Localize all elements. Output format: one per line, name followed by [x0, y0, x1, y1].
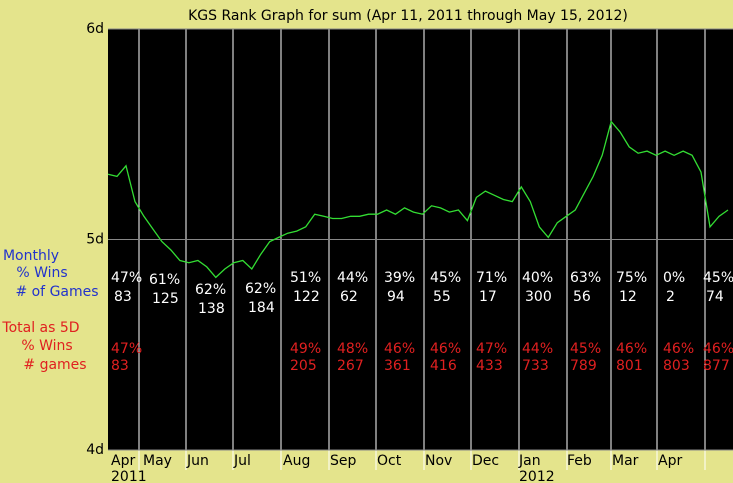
legend-total: Total as 5D	[1, 320, 79, 336]
y-tick-label: 6d	[86, 21, 104, 37]
total-games: 803	[663, 358, 690, 374]
monthly-games: 300	[525, 289, 552, 305]
y-tick-label: 4d	[86, 442, 104, 458]
total-games: 801	[616, 358, 643, 374]
total-wins: 47%	[111, 341, 142, 357]
total-wins: 45%	[570, 341, 601, 357]
total-games: 267	[337, 358, 364, 374]
x-tick-label: Dec	[472, 453, 499, 469]
monthly-games: 138	[198, 301, 225, 317]
monthly-games: 83	[114, 289, 132, 305]
x-tick-label: Mar	[612, 453, 639, 469]
x-tick-label: Nov	[425, 453, 452, 469]
total-games: 83	[111, 358, 129, 374]
x-tick-label: May	[143, 453, 172, 469]
rank-line	[107, 120, 729, 279]
x-tick-label: Sep	[330, 453, 357, 469]
total-games: 733	[522, 358, 549, 374]
legend-monthly-wins: % Wins	[16, 265, 67, 281]
total-wins: 46%	[616, 341, 647, 357]
monthly-games: 17	[479, 289, 497, 305]
monthly-games: 55	[433, 289, 451, 305]
monthly-games: 2	[666, 289, 675, 305]
monthly-games: 74	[706, 289, 724, 305]
monthly-games: 12	[619, 289, 637, 305]
x-tick-label: Aug	[283, 453, 310, 469]
monthly-games: 122	[293, 289, 320, 305]
legend-monthly: Monthly	[3, 248, 59, 264]
monthly-wins: 51%	[290, 270, 321, 286]
monthly-games: 56	[573, 289, 591, 305]
total-wins: 46%	[430, 341, 461, 357]
total-wins: 49%	[290, 341, 321, 357]
x-tick-label: Jul	[233, 453, 251, 469]
year-label: 2012	[519, 469, 555, 483]
legend-total-wins: % Wins	[21, 338, 72, 354]
monthly-wins: 39%	[384, 270, 415, 286]
monthly-games: 94	[387, 289, 405, 305]
x-tick-label: Jun	[186, 453, 209, 469]
chart-title: KGS Rank Graph for sum (Apr 11, 2011 thr…	[188, 8, 628, 24]
total-wins: 44%	[522, 341, 553, 357]
x-tick-label: Oct	[377, 453, 402, 469]
x-tick-label: Feb	[567, 453, 592, 469]
monthly-wins: 45%	[430, 270, 461, 286]
x-tick-label: Apr	[658, 453, 682, 469]
total-wins: 46%	[703, 341, 733, 357]
legend-total-games: # games	[23, 357, 86, 373]
x-tick-label: Jan	[518, 453, 541, 469]
total-wins: 48%	[337, 341, 368, 357]
total-games: 433	[476, 358, 503, 374]
total-wins: 47%	[476, 341, 507, 357]
monthly-wins: 40%	[522, 270, 553, 286]
monthly-wins: 62%	[195, 282, 226, 298]
monthly-games: 62	[340, 289, 358, 305]
monthly-wins: 0%	[663, 270, 685, 286]
total-games: 789	[570, 358, 597, 374]
total-games: 416	[430, 358, 457, 374]
monthly-wins: 71%	[476, 270, 507, 286]
legend-monthly-games: # of Games	[15, 284, 98, 300]
total-games: 877	[703, 358, 730, 374]
x-tick-label: Apr	[111, 453, 135, 469]
total-wins: 46%	[663, 341, 694, 357]
monthly-games: 184	[248, 300, 275, 316]
monthly-wins: 45%	[703, 270, 733, 286]
monthly-games: 125	[152, 291, 179, 307]
monthly-wins: 47%	[111, 270, 142, 286]
monthly-wins: 62%	[245, 281, 276, 297]
monthly-wins: 75%	[616, 270, 647, 286]
y-tick-label: 5d	[86, 232, 104, 248]
total-games: 361	[384, 358, 411, 374]
year-label: 2011	[111, 469, 147, 483]
total-wins: 46%	[384, 341, 415, 357]
monthly-wins: 44%	[337, 270, 368, 286]
monthly-wins: 63%	[570, 270, 601, 286]
monthly-wins: 61%	[149, 272, 180, 288]
total-games: 205	[290, 358, 317, 374]
